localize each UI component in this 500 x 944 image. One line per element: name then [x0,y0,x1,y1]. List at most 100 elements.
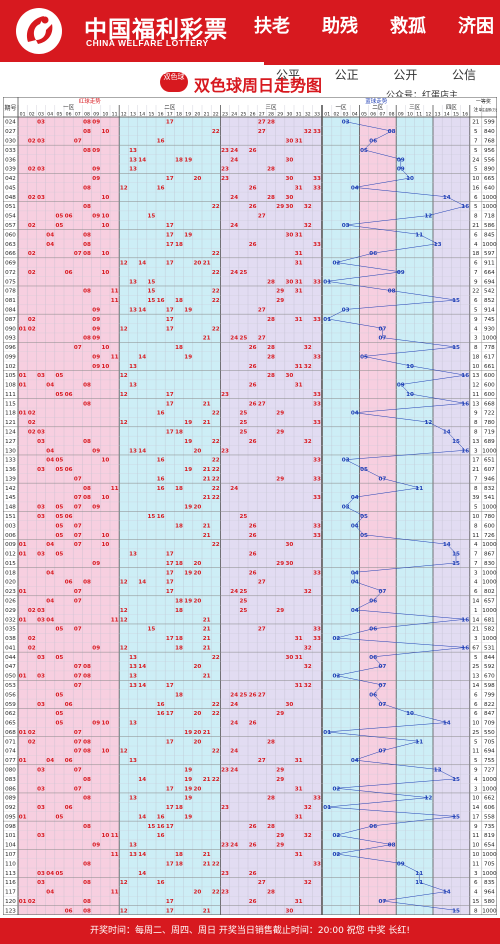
issue-number: 057 [5,223,16,229]
red-ball: 13 [129,448,137,454]
red-ball: 03 [37,702,45,708]
issue-number: 006 [5,533,16,539]
winner-count: 10 [472,721,480,727]
red-ball: 29 [276,204,284,210]
issue-number: 044 [5,655,16,661]
blue-ball: 12 [425,214,433,220]
red-ball: 33 [313,796,321,802]
red-ball: 32 [304,645,312,651]
prize-amount: 745 [484,317,495,323]
red-ball: 17 [166,683,174,689]
red-ball: 22 [212,439,220,445]
blue-ball: 01 [323,279,331,285]
prize-amount: 830 [484,561,495,567]
red-ball: 12 [120,617,128,623]
red-ball: 23 [221,176,229,182]
red-ball: 08 [83,185,91,191]
red-ball: 28 [267,796,275,802]
winner-count: 11 [472,833,480,839]
winner-count: 15 [472,899,480,905]
red-ball: 19 [184,157,192,163]
prize-amount: 832 [484,486,495,492]
winner-count: 8 [474,430,478,436]
red-ball: 07 [74,589,82,595]
red-ball: 24 [230,486,238,492]
red-ball: 09 [92,843,100,849]
issue-number: 030 [5,138,16,144]
red-ball: 08 [83,129,91,135]
prize-amount: 799 [484,692,495,698]
red-ball: 21 [203,401,211,407]
red-ball: 25 [240,270,248,276]
red-ball: 30 [286,655,294,661]
issue-number: 092 [5,805,16,811]
red-ball: 25 [240,420,248,426]
red-ball: 03 [37,805,45,811]
red-ball: 12 [120,749,128,755]
blue-column-label: 15 [453,112,459,118]
red-ball: 20 [194,505,202,511]
red-ball: 11 [111,298,119,304]
blue-column-label: 11 [416,112,422,118]
winner-count: 11 [472,861,480,867]
prize-amount: 558 [484,814,495,820]
issue-number: 032 [5,617,16,623]
red-ball: 33 [313,129,321,135]
red-ball: 16 [157,880,165,886]
red-ball: 25 [240,514,248,520]
prize-amount: 1000 [482,786,497,792]
red-ball: 08 [83,664,91,670]
winner-count: 10 [472,364,480,370]
red-ball: 24 [230,721,238,727]
red-ball: 33 [313,317,321,323]
blue-column-label: 01 [324,112,330,118]
red-ball: 26 [249,148,257,154]
red-ball: 33 [313,636,321,642]
red-ball: 28 [267,890,275,896]
issue-number: 059 [5,702,16,708]
red-ball: 31 [295,251,303,257]
blue-ball: 11 [415,739,423,745]
red-ball: 31 [295,814,303,820]
red-ball: 06 [65,580,73,586]
winner-count: 7 [474,138,478,144]
red-ball: 17 [166,176,174,182]
red-ball: 01 [19,326,27,332]
red-ball: 12 [120,392,128,398]
red-ball: 29 [276,608,284,614]
winner-count: 10 [472,514,480,520]
red-ball: 05 [56,523,64,529]
red-ball: 22 [212,542,220,548]
blue-column-label: 13 [435,112,441,118]
issue-number: 133 [5,458,16,464]
red-ball: 30 [286,561,294,567]
red-ball: 02 [28,167,36,173]
red-ball: 30 [286,176,294,182]
red-ball: 10 [102,270,110,276]
prize-amount: 681 [484,617,495,623]
blue-ball: 07 [379,683,387,689]
red-ball: 33 [313,861,321,867]
red-ball: 20 [194,599,202,605]
red-ball: 08 [83,148,91,154]
red-ball: 18 [175,157,183,163]
blue-ball: 06 [369,692,377,698]
red-ball: 13 [129,683,137,689]
red-ball: 26 [249,523,257,529]
prize-amount: 964 [484,890,495,896]
prize-amount: 867 [484,552,495,558]
red-ball: 02 [28,138,36,144]
issue-number: 102 [5,364,16,370]
red-ball: 18 [175,861,183,867]
red-ball: 30 [286,279,294,285]
red-ball: 20 [194,664,202,670]
red-ball: 09 [92,336,100,342]
red-ball: 23 [221,871,229,877]
issue-number: 015 [5,561,16,567]
red-ball: 20 [194,176,202,182]
prize-amount: 768 [484,138,495,144]
prize-amount: 727 [484,767,495,773]
issue-number: 063 [5,242,16,248]
prize-header: 一等奖 [476,98,491,105]
winner-count: 5 [474,739,478,745]
